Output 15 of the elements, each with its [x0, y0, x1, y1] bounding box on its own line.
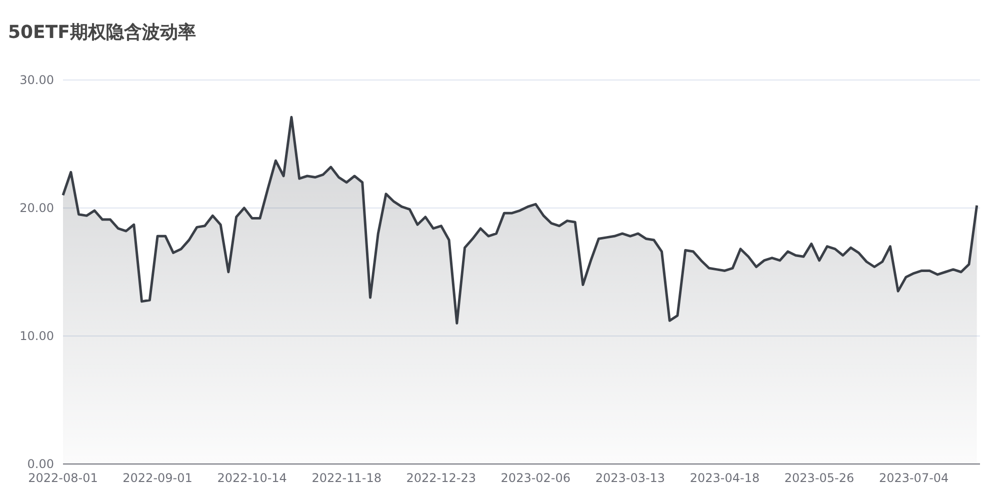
x-tick-label: 2022-08-01 — [28, 471, 98, 485]
x-tick-label: 2023-05-26 — [784, 471, 854, 485]
x-tick-label: 2023-07-04 — [878, 471, 949, 485]
y-tick-label: 30.00 — [20, 73, 54, 87]
x-tick-label: 2022-10-14 — [217, 471, 287, 485]
x-tick-label: 2023-04-18 — [690, 471, 760, 485]
x-tick-label: 2022-09-01 — [122, 471, 192, 485]
x-tick-label: 2023-03-13 — [595, 471, 666, 485]
y-tick-label: 10.00 — [20, 329, 54, 343]
y-tick-label: 20.00 — [20, 201, 54, 215]
x-tick-label: 2022-12-23 — [406, 471, 476, 485]
y-tick-label: 0.00 — [27, 457, 54, 471]
x-tick-label: 2022-11-18 — [312, 471, 382, 485]
chart-title: 50ETF期权隐含波动率 — [8, 22, 196, 43]
x-tick-label: 2023-02-06 — [500, 471, 571, 485]
